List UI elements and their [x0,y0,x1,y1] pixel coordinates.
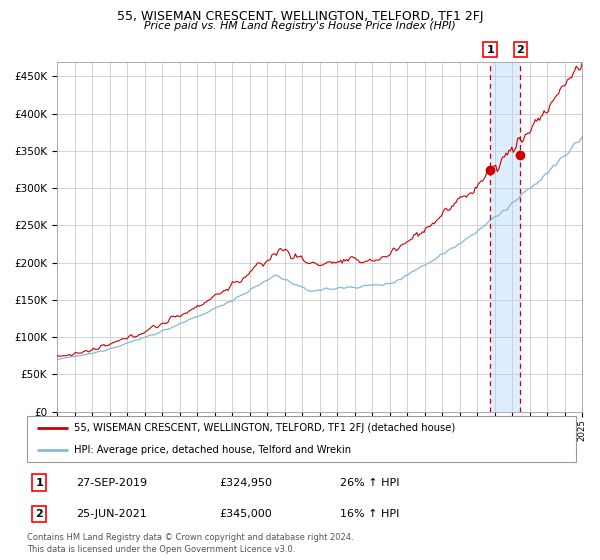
Text: 25-JUN-2021: 25-JUN-2021 [76,509,147,519]
Text: Price paid vs. HM Land Registry's House Price Index (HPI): Price paid vs. HM Land Registry's House … [144,21,456,31]
Bar [490,62,520,412]
Text: 2: 2 [35,509,43,519]
Text: HPI: Average price, detached house, Telford and Wrekin: HPI: Average price, detached house, Telf… [74,445,351,455]
Text: Contains HM Land Registry data © Crown copyright and database right 2024.
This d: Contains HM Land Registry data © Crown c… [27,533,353,554]
Text: 2: 2 [517,45,524,55]
Text: £324,950: £324,950 [219,478,272,488]
Text: 26% ↑ HPI: 26% ↑ HPI [340,478,400,488]
Text: 1: 1 [35,478,43,488]
Text: 1: 1 [486,45,494,55]
Text: 27-SEP-2019: 27-SEP-2019 [76,478,148,488]
Text: 55, WISEMAN CRESCENT, WELLINGTON, TELFORD, TF1 2FJ: 55, WISEMAN CRESCENT, WELLINGTON, TELFOR… [117,10,483,23]
Text: 55, WISEMAN CRESCENT, WELLINGTON, TELFORD, TF1 2FJ (detached house): 55, WISEMAN CRESCENT, WELLINGTON, TELFOR… [74,423,455,433]
Text: £345,000: £345,000 [219,509,272,519]
Text: 16% ↑ HPI: 16% ↑ HPI [340,509,400,519]
